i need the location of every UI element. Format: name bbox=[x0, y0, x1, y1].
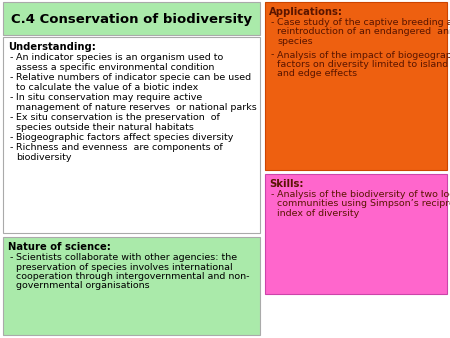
Text: cooperation through intergovernmental and non-: cooperation through intergovernmental an… bbox=[16, 272, 249, 281]
Text: to calculate the value of a biotic index: to calculate the value of a biotic index bbox=[16, 82, 198, 92]
Text: -: - bbox=[10, 113, 13, 122]
Bar bbox=[3, 2, 260, 35]
Text: governmental organisations: governmental organisations bbox=[16, 282, 149, 290]
Text: -: - bbox=[10, 93, 13, 102]
Text: Applications:: Applications: bbox=[269, 7, 343, 17]
Bar bbox=[3, 237, 260, 335]
Text: Scientists collaborate with other agencies: the: Scientists collaborate with other agenci… bbox=[16, 253, 237, 262]
Text: C.4 Conservation of biodiversity: C.4 Conservation of biodiversity bbox=[11, 13, 252, 26]
Text: management of nature reserves  or national parks: management of nature reserves or nationa… bbox=[16, 102, 257, 112]
Text: index of diversity: index of diversity bbox=[277, 209, 359, 218]
Text: Nature of science:: Nature of science: bbox=[8, 242, 111, 252]
Text: -: - bbox=[271, 190, 274, 199]
Text: Analysis of the impact of biogeographic: Analysis of the impact of biogeographic bbox=[277, 50, 450, 59]
Text: -: - bbox=[271, 50, 274, 59]
Text: -: - bbox=[10, 133, 13, 142]
Bar bbox=[3, 37, 260, 233]
Text: Richness and evenness  are components of: Richness and evenness are components of bbox=[16, 144, 223, 152]
Text: biodiversity: biodiversity bbox=[16, 153, 72, 162]
Text: reintroduction of an endangered  animal: reintroduction of an endangered animal bbox=[277, 27, 450, 37]
Text: Analysis of the biodiversity of two local: Analysis of the biodiversity of two loca… bbox=[277, 190, 450, 199]
Text: preservation of species involves international: preservation of species involves interna… bbox=[16, 263, 233, 271]
Text: Case study of the captive breeding and: Case study of the captive breeding and bbox=[277, 18, 450, 27]
Text: assess a specific environmental condition: assess a specific environmental conditio… bbox=[16, 63, 214, 72]
Bar bbox=[265, 2, 447, 170]
Text: species outside their natural habitats: species outside their natural habitats bbox=[16, 122, 194, 131]
Text: Relative numbers of indicator specie can be used: Relative numbers of indicator specie can… bbox=[16, 73, 251, 82]
Text: -: - bbox=[10, 53, 13, 62]
Text: communities using Simpson’s reciprocal: communities using Simpson’s reciprocal bbox=[277, 199, 450, 209]
Bar bbox=[265, 174, 447, 294]
Text: factors on diversity limited to island size: factors on diversity limited to island s… bbox=[277, 60, 450, 69]
Text: Biogeographic factors affect species diversity: Biogeographic factors affect species div… bbox=[16, 133, 234, 142]
Text: An indicator species is an organism used to: An indicator species is an organism used… bbox=[16, 53, 223, 62]
Text: Understanding:: Understanding: bbox=[8, 42, 96, 52]
Text: and edge effects: and edge effects bbox=[277, 70, 357, 78]
Text: Ex situ conservation is the preservation  of: Ex situ conservation is the preservation… bbox=[16, 113, 220, 122]
Text: -: - bbox=[10, 73, 13, 82]
Text: -: - bbox=[10, 144, 13, 152]
Text: species: species bbox=[277, 37, 313, 46]
Text: Skills:: Skills: bbox=[269, 179, 303, 189]
Text: -: - bbox=[10, 253, 13, 262]
Text: -: - bbox=[271, 18, 274, 27]
Text: In situ conservation may require active: In situ conservation may require active bbox=[16, 93, 202, 102]
